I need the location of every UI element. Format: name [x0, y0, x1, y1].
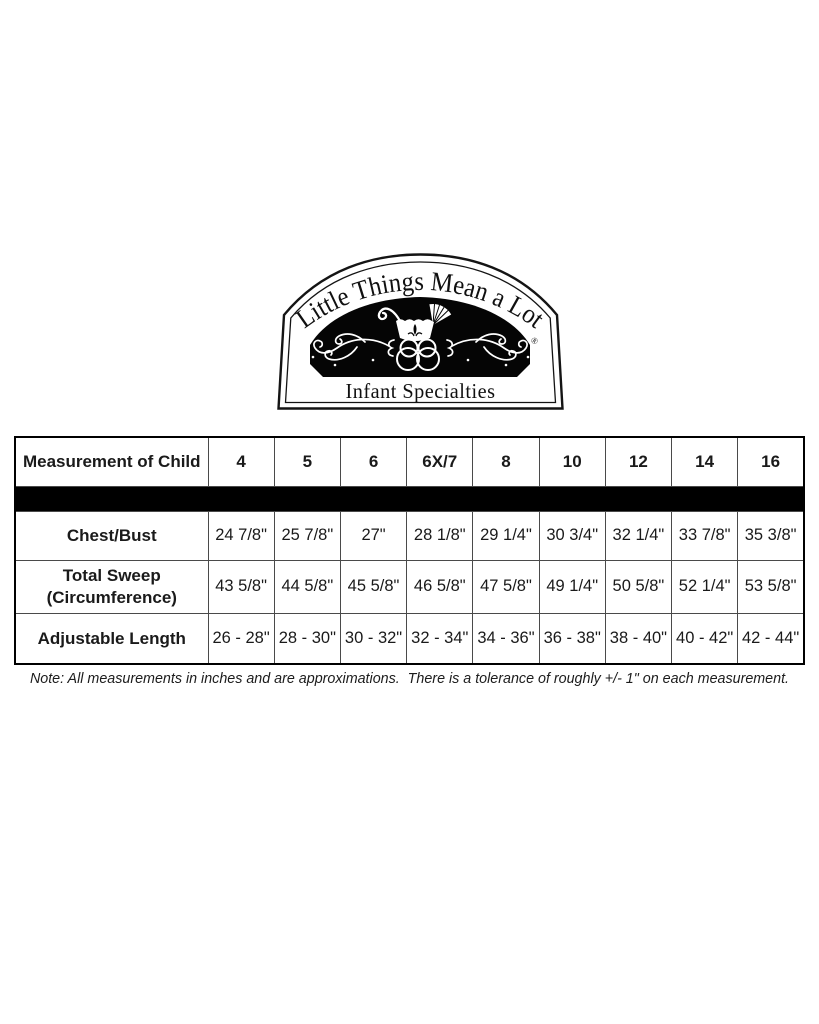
header-row: Measurement of Child 4 5 6 6X/7 8 10 12 … — [14, 436, 805, 487]
size-value: 28 1/8" — [406, 510, 474, 561]
size-value: 34 - 36" — [472, 612, 540, 665]
row-label: Chest/Bust — [14, 510, 209, 561]
size-value: 24 7/8" — [207, 510, 275, 561]
column-header-size: 5 — [273, 436, 341, 487]
size-value: 46 5/8" — [406, 559, 474, 614]
note-text: Note: All measurements in inches and are… — [29, 671, 790, 687]
size-value: 40 - 42" — [671, 612, 739, 665]
row-label: Total Sweep (Circumference) — [14, 559, 209, 614]
table-row-sweep: Total Sweep (Circumference) 43 5/8" 44 5… — [14, 559, 805, 614]
pram-body-ornament — [407, 332, 423, 337]
size-value: 25 7/8" — [273, 510, 341, 561]
size-value: 50 5/8" — [604, 559, 673, 614]
column-header-size: 16 — [737, 436, 805, 487]
logo-inner-border — [284, 261, 557, 404]
size-value: 38 - 40" — [604, 612, 673, 665]
size-value: 36 - 38" — [538, 612, 606, 665]
separator-bar — [15, 485, 804, 512]
column-header-size: 10 — [538, 436, 606, 487]
registered-mark: ® — [529, 335, 541, 347]
column-header-size: 14 — [671, 436, 739, 487]
baby-carriage-icon — [377, 303, 452, 371]
size-value: 45 5/8" — [339, 559, 408, 614]
size-value: 28 - 30" — [273, 612, 341, 665]
tagline-text: Infant Specialties — [346, 379, 496, 403]
column-header-measurement: Measurement of Child — [14, 436, 209, 487]
size-value: 32 - 34" — [406, 612, 474, 665]
flourish-right-icon — [446, 333, 530, 367]
size-value: 32 1/4" — [604, 510, 673, 561]
pram-body-ornament — [413, 324, 417, 335]
column-header-size: 6 — [339, 436, 408, 487]
size-value: 47 5/8" — [472, 559, 540, 614]
column-header-size: 12 — [604, 436, 673, 487]
size-value: 42 - 44" — [737, 612, 805, 665]
flourish-left-icon — [311, 333, 395, 367]
pram-handle — [377, 307, 403, 325]
size-value: 30 3/4" — [538, 510, 606, 561]
column-header-size: 6X/7 — [406, 436, 474, 487]
table-row-chest: Chest/Bust 24 7/8" 25 7/8" 27" 28 1/8" 2… — [14, 510, 805, 561]
size-value: 49 1/4" — [538, 559, 606, 614]
size-value: 29 1/4" — [472, 510, 540, 561]
size-chart-table: Measurement of Child 4 5 6 6X/7 8 10 12 … — [14, 436, 805, 665]
size-value: 27" — [339, 510, 408, 561]
size-value: 52 1/4" — [671, 559, 739, 614]
row-label: Adjustable Length — [14, 612, 209, 665]
separator-row — [15, 485, 804, 512]
table-row-adjustable-length: Adjustable Length 26 - 28" 28 - 30" 30 -… — [14, 612, 805, 665]
size-value: 33 7/8" — [671, 510, 739, 561]
size-value: 30 - 32" — [339, 612, 408, 665]
size-value: 53 5/8" — [737, 559, 805, 614]
brand-logo: Little Things Mean a Lot ® — [277, 253, 564, 410]
size-value: 26 - 28" — [207, 612, 275, 665]
size-value: 44 5/8" — [273, 559, 341, 614]
column-header-size: 8 — [472, 436, 540, 487]
pram-wheels — [396, 338, 440, 371]
column-header-size: 4 — [207, 436, 275, 487]
size-value: 43 5/8" — [207, 559, 275, 614]
size-value: 35 3/8" — [737, 510, 805, 561]
